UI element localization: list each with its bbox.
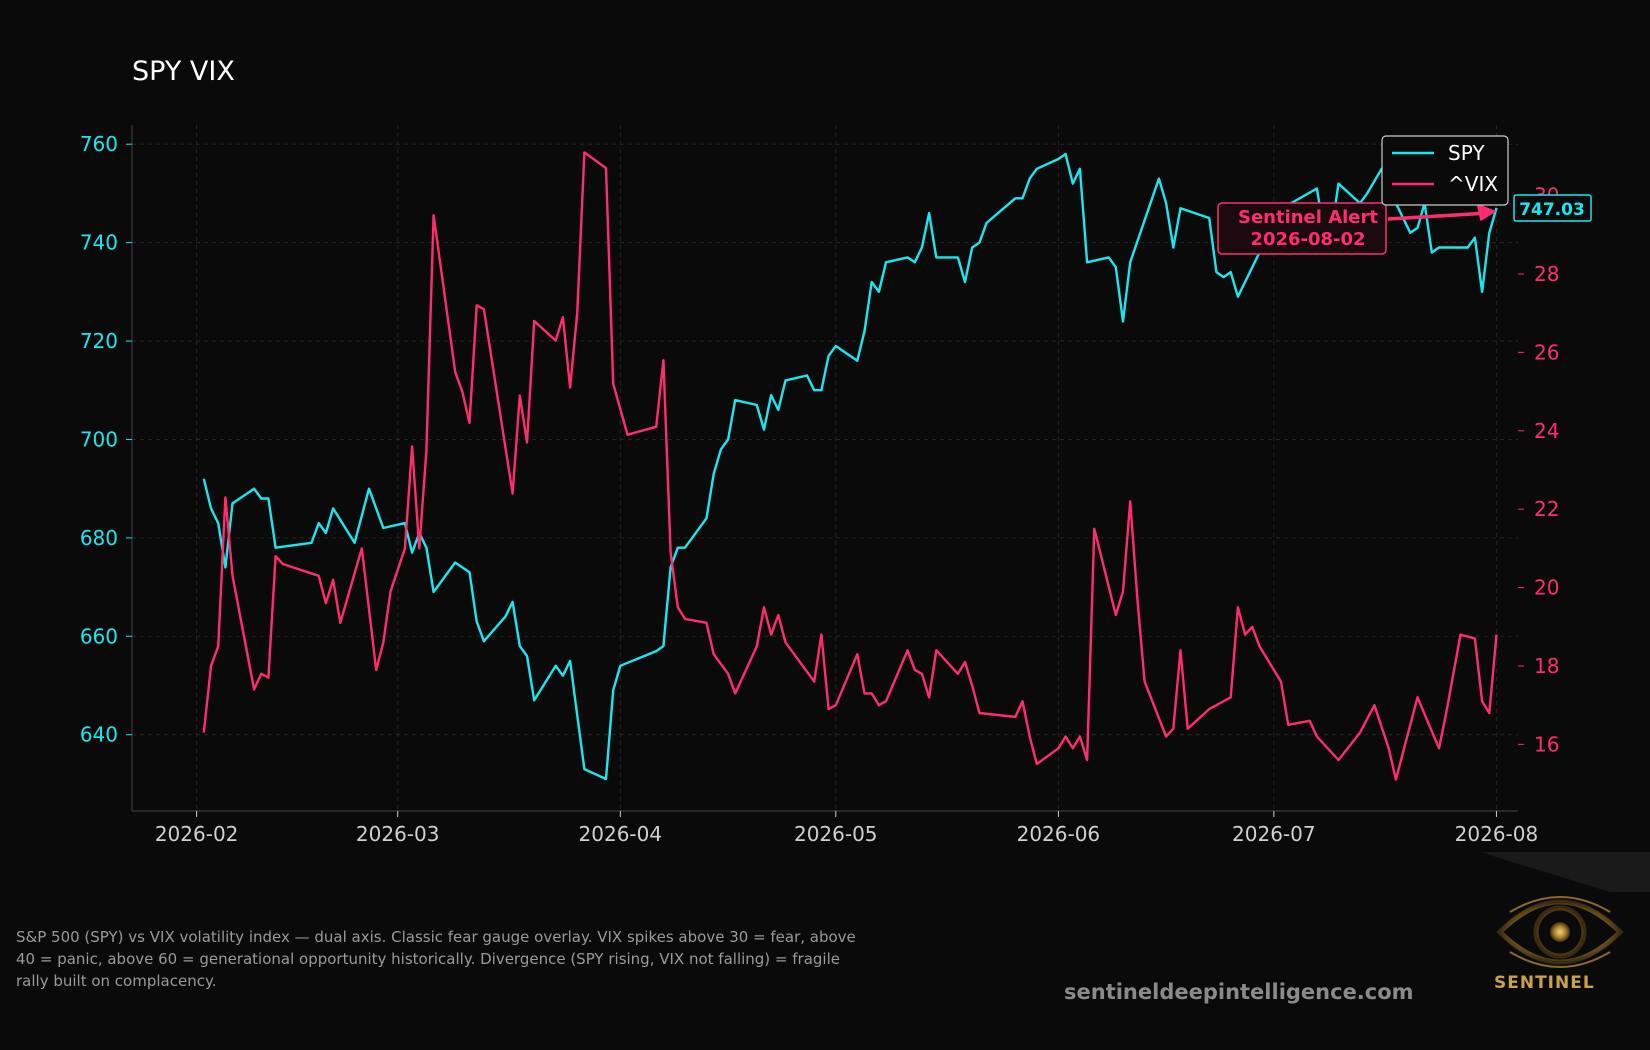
y-right-tick-label: 18	[1534, 654, 1559, 678]
eye-logo-icon	[1480, 852, 1650, 968]
chart-title: SPY VIX	[132, 56, 235, 87]
y-left-tick-label: 740	[80, 231, 118, 255]
y-left-tick-label: 660	[80, 624, 118, 648]
y-left-tick-label: 760	[80, 132, 118, 156]
vix-series-line	[202, 151, 1498, 781]
axes	[131, 125, 1518, 812]
y-left-tick-label: 700	[80, 427, 118, 451]
alert-date: 2026-08-02	[1250, 229, 1365, 250]
y-right-tick-label: 22	[1534, 497, 1559, 521]
x-tick-label: 2026-07	[1232, 822, 1316, 846]
last-value-label: 747.03	[1519, 200, 1585, 220]
brand-name: SENTINEL	[1494, 973, 1595, 993]
y-right-tick-label: 16	[1534, 732, 1559, 756]
x-tick-label: 2026-02	[155, 822, 239, 846]
legend-label: ^VIX	[1448, 172, 1498, 196]
alert-arrow-head	[1476, 203, 1497, 222]
x-tick-label: 2026-05	[794, 822, 878, 846]
alert-arrow-shaft	[1387, 211, 1485, 221]
chart-caption: S&P 500 (SPY) vs VIX volatility index — …	[16, 928, 856, 990]
legend-label: SPY	[1448, 141, 1485, 165]
tick-labels: 2026-02 2026-03 2026-04 2026-05 2026-06 2026-…	[80, 132, 1560, 846]
x-tick-label: 2026-04	[579, 822, 663, 846]
y-right-tick-label: 24	[1534, 419, 1559, 443]
x-tick-label: 2026-08	[1455, 822, 1539, 846]
y-left-tick-label: 680	[80, 526, 118, 550]
legend: SPY ^VIX	[1381, 135, 1509, 206]
y-left-tick-label: 640	[80, 723, 118, 747]
last-value-box	[1513, 194, 1592, 222]
site-url[interactable]: sentineldeepintelligence.com	[1064, 980, 1414, 1004]
x-tick-label: 2026-06	[1017, 822, 1101, 846]
y-right-tick-label: 28	[1534, 262, 1559, 286]
alert-title: Sentinel Alert	[1238, 207, 1378, 228]
y-left-tick-label: 720	[80, 329, 118, 353]
y-right-tick-label: 26	[1534, 340, 1559, 364]
alert-box	[1217, 202, 1387, 255]
y-right-tick-label: 20	[1534, 576, 1559, 600]
x-tick-label: 2026-03	[356, 822, 440, 846]
